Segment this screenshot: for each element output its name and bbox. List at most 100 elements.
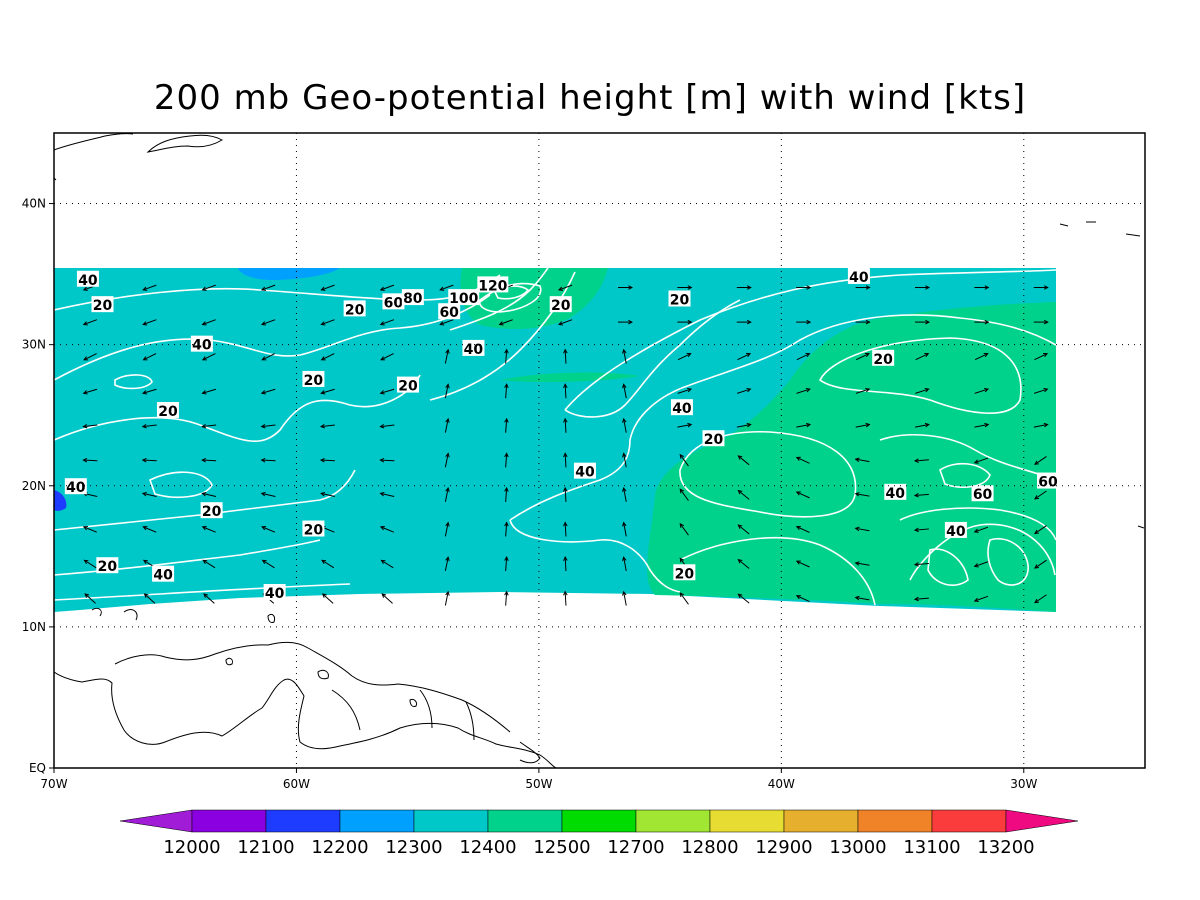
- wind-arrow: [622, 486, 627, 502]
- wind-arrow: [914, 319, 931, 325]
- height-shading-12200: [238, 268, 340, 280]
- wind-arrow: [855, 285, 871, 290]
- y-tick-label: 30N: [22, 338, 46, 352]
- wind-arrow: [379, 424, 395, 429]
- wind-arrow: [737, 558, 750, 569]
- wind-arrow: [201, 457, 217, 463]
- svg-text:40: 40: [575, 465, 595, 481]
- wind-arrow: [796, 319, 812, 325]
- wind-arrow: [142, 284, 157, 291]
- map-axes: 70W 60W 50W 40W 30W EQ 10N 20N 30N 40N: [22, 197, 1038, 791]
- wind-arrow: [974, 353, 989, 361]
- svg-text:60: 60: [973, 487, 993, 503]
- colorbar-swatch: [783, 809, 859, 833]
- wind-arrow: [261, 353, 276, 361]
- wind-arrow: [504, 486, 509, 502]
- isotach-label: 80: [401, 289, 424, 307]
- wind-arrow: [677, 353, 692, 361]
- colorbar-swatch: [709, 809, 785, 833]
- wind-arrow: [142, 388, 157, 395]
- wind-arrow: [915, 353, 930, 361]
- wind-arrow: [444, 417, 450, 433]
- wind-arrow: [796, 387, 811, 394]
- wind-arrow: [201, 284, 216, 291]
- wind-arrow: [679, 453, 689, 467]
- wind-arrow: [854, 492, 870, 497]
- svg-text:40: 40: [886, 486, 906, 502]
- coastline-madeira: [1125, 233, 1141, 237]
- isotach-loop: [927, 548, 969, 586]
- wind-arrow: [736, 319, 752, 325]
- wind-arrow: [444, 590, 450, 606]
- y-tick-label: 20N: [22, 479, 46, 493]
- wind-arrow: [563, 521, 568, 537]
- wind-arrow: [622, 521, 627, 537]
- wind-arrow: [319, 457, 335, 463]
- coastline-trinidad: [317, 669, 329, 680]
- wind-arrow: [737, 524, 750, 535]
- colorbar-swatch: [487, 809, 563, 833]
- svg-text:20: 20: [398, 379, 418, 395]
- wind-arrow: [261, 526, 276, 533]
- svg-text:20: 20: [202, 504, 222, 520]
- isotach-label: 40: [884, 483, 907, 502]
- wind-arrow: [83, 353, 97, 361]
- colorbar-label: 13100: [903, 837, 960, 858]
- wind-arrow: [380, 559, 394, 569]
- wind-arrow: [321, 593, 334, 604]
- wind-arrow: [444, 383, 450, 399]
- height-shading-12100: [54, 490, 67, 511]
- wind-arrow: [913, 562, 929, 567]
- wind-arrow: [622, 417, 627, 433]
- wind-arrow: [855, 422, 871, 428]
- coastline-south-america: [54, 671, 557, 768]
- wind-arrow: [83, 559, 97, 569]
- coastline-island: [225, 657, 233, 666]
- coastline-newfoundland: [146, 134, 223, 153]
- wind-arrow: [679, 488, 689, 501]
- svg-text:40: 40: [153, 568, 173, 584]
- wind-arrow: [444, 348, 450, 364]
- svg-text:20: 20: [670, 293, 690, 309]
- wind-arrow: [504, 452, 509, 468]
- isotach-line: [449, 267, 549, 331]
- wind-arrow: [854, 561, 870, 566]
- wind-arrow: [201, 353, 216, 361]
- wind-arrow: [677, 422, 693, 428]
- wind-arrow: [973, 457, 989, 464]
- svg-text:40: 40: [849, 270, 869, 286]
- isotach-label: 20: [156, 401, 179, 420]
- wind-arrow: [142, 353, 157, 361]
- wind-arrow: [142, 319, 157, 326]
- wind-arrow: [622, 383, 627, 399]
- wind-arrow: [82, 319, 98, 326]
- wind-arrow: [1033, 319, 1049, 325]
- isotach-label: 40: [944, 521, 967, 540]
- isotach-line: [54, 374, 421, 442]
- svg-text:40: 40: [265, 586, 285, 602]
- wind-arrow: [319, 424, 335, 429]
- wind-arrow: [795, 525, 810, 533]
- wind-arrow: [795, 456, 810, 464]
- wind-arrow: [677, 319, 693, 325]
- wind-arrow: [914, 285, 931, 290]
- wind-arrow: [82, 424, 98, 429]
- svg-text:20: 20: [304, 373, 324, 389]
- wind-arrow: [201, 526, 216, 533]
- svg-text:40: 40: [78, 273, 98, 289]
- wind-arrow: [974, 319, 990, 325]
- wind-arrow: [737, 353, 752, 361]
- y-tick-label: EQ: [29, 761, 46, 775]
- isotach-label: 60: [382, 293, 405, 311]
- colorbar-label: 12100: [237, 837, 294, 858]
- wind-arrow: [320, 353, 335, 361]
- wind-arrow: [260, 319, 276, 326]
- isotach-label: 40: [847, 267, 870, 286]
- wind-arrow: [913, 458, 929, 463]
- wind-arrow: [504, 556, 509, 572]
- wind-arrow: [498, 319, 513, 326]
- wind-arrow: [504, 417, 509, 433]
- wind-arrow: [1034, 456, 1047, 465]
- wind-arrow: [795, 491, 810, 499]
